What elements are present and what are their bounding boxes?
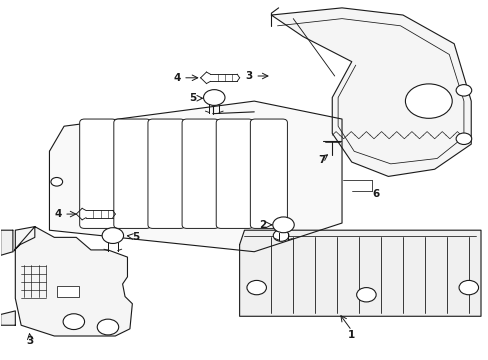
Polygon shape xyxy=(271,8,470,176)
Circle shape xyxy=(272,217,294,233)
Text: 3: 3 xyxy=(26,336,34,346)
Polygon shape xyxy=(0,230,13,255)
Circle shape xyxy=(51,177,62,186)
Circle shape xyxy=(356,288,375,302)
Text: 3: 3 xyxy=(245,71,252,81)
Circle shape xyxy=(63,314,84,329)
Text: 2: 2 xyxy=(259,220,266,230)
FancyBboxPatch shape xyxy=(216,119,253,228)
Circle shape xyxy=(246,280,266,295)
Circle shape xyxy=(455,85,471,96)
Bar xyxy=(57,286,79,297)
Text: 7: 7 xyxy=(317,155,325,165)
Polygon shape xyxy=(0,311,15,325)
Circle shape xyxy=(458,280,478,295)
Text: 4: 4 xyxy=(173,73,181,83)
Text: 1: 1 xyxy=(347,330,355,340)
FancyBboxPatch shape xyxy=(80,119,117,228)
Polygon shape xyxy=(49,101,341,252)
Circle shape xyxy=(455,133,471,144)
Circle shape xyxy=(102,228,123,243)
Polygon shape xyxy=(13,226,132,336)
Circle shape xyxy=(405,84,451,118)
FancyBboxPatch shape xyxy=(148,119,184,228)
Text: 4: 4 xyxy=(55,209,62,219)
Text: 5: 5 xyxy=(132,232,140,242)
Circle shape xyxy=(273,230,288,241)
Text: 6: 6 xyxy=(372,189,379,199)
Text: 5: 5 xyxy=(188,93,196,103)
Polygon shape xyxy=(239,230,480,316)
FancyBboxPatch shape xyxy=(114,119,151,228)
FancyBboxPatch shape xyxy=(182,119,219,228)
Circle shape xyxy=(203,90,224,105)
FancyBboxPatch shape xyxy=(250,119,287,228)
Circle shape xyxy=(97,319,119,335)
